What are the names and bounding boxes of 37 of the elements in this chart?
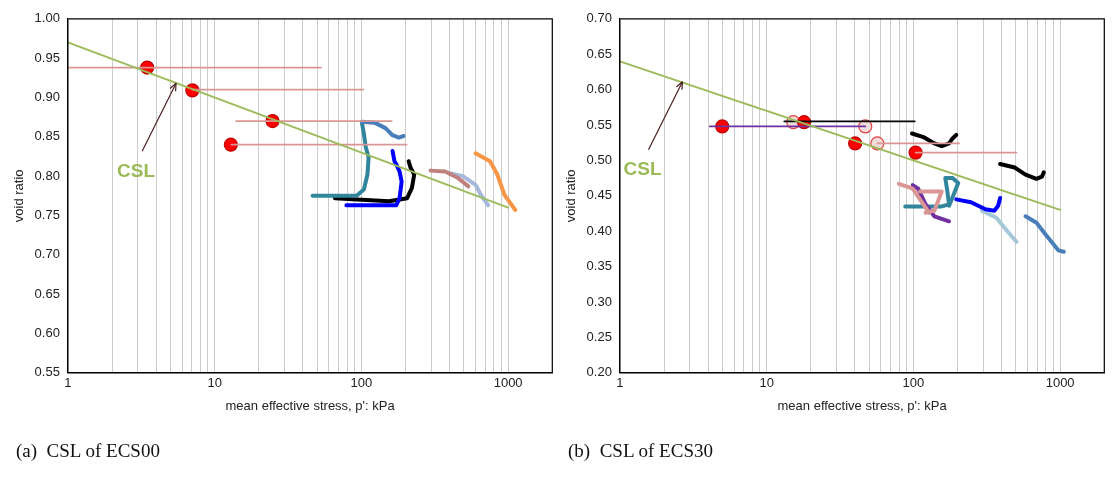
x-tick-label: 10 <box>759 375 774 391</box>
y-tick-label: 0.30 <box>586 293 612 309</box>
annotation: CSL <box>117 159 156 181</box>
annotation: CSL <box>623 158 662 180</box>
y-tick-label: 0.45 <box>586 187 612 203</box>
y-tick-label: 0.55 <box>34 364 60 380</box>
x-tick-label: 1 <box>64 375 72 391</box>
y-tick-label: 0.35 <box>586 258 612 274</box>
y-tick-label: 0.65 <box>586 45 612 61</box>
y-tick-label: 0.60 <box>586 81 612 97</box>
y-tick-label: 0.70 <box>34 246 60 262</box>
y-tick-label: 0.90 <box>34 89 60 105</box>
y-tick-label: 0.50 <box>586 151 612 167</box>
text: (b) CSL of ECS30 <box>568 440 714 462</box>
x-tick-label: 100 <box>902 375 925 391</box>
y-axis-title: void ratio <box>11 169 27 223</box>
x-tick-label: 10 <box>207 375 222 391</box>
y-tick-label: 0.60 <box>34 325 60 341</box>
x-tick-label: 1000 <box>493 375 523 391</box>
x-tick-label: 100 <box>350 375 373 391</box>
y-axis-title: void ratio <box>563 169 579 223</box>
y-tick-label: 0.85 <box>34 128 60 144</box>
y-tick-label: 0.80 <box>34 167 60 183</box>
y-tick-label: 0.70 <box>586 10 612 26</box>
x-tick-label: 1 <box>616 375 624 391</box>
x-axis-title: mean effective stress, p': kPa <box>225 397 396 413</box>
y-tick-label: 0.40 <box>586 222 612 238</box>
y-tick-label: 0.20 <box>586 364 612 380</box>
y-tick-label: 0.75 <box>34 207 60 223</box>
x-tick-label: 1000 <box>1045 375 1075 391</box>
text: (a) CSL of ECS00 <box>16 440 161 462</box>
y-tick-label: 0.25 <box>586 328 612 344</box>
y-tick-label: 0.55 <box>586 116 612 132</box>
y-tick-label: 0.65 <box>34 285 60 301</box>
y-tick-label: 0.95 <box>34 49 60 65</box>
y-tick-label: 1.00 <box>34 10 60 26</box>
x-axis-title: mean effective stress, p': kPa <box>777 397 948 413</box>
